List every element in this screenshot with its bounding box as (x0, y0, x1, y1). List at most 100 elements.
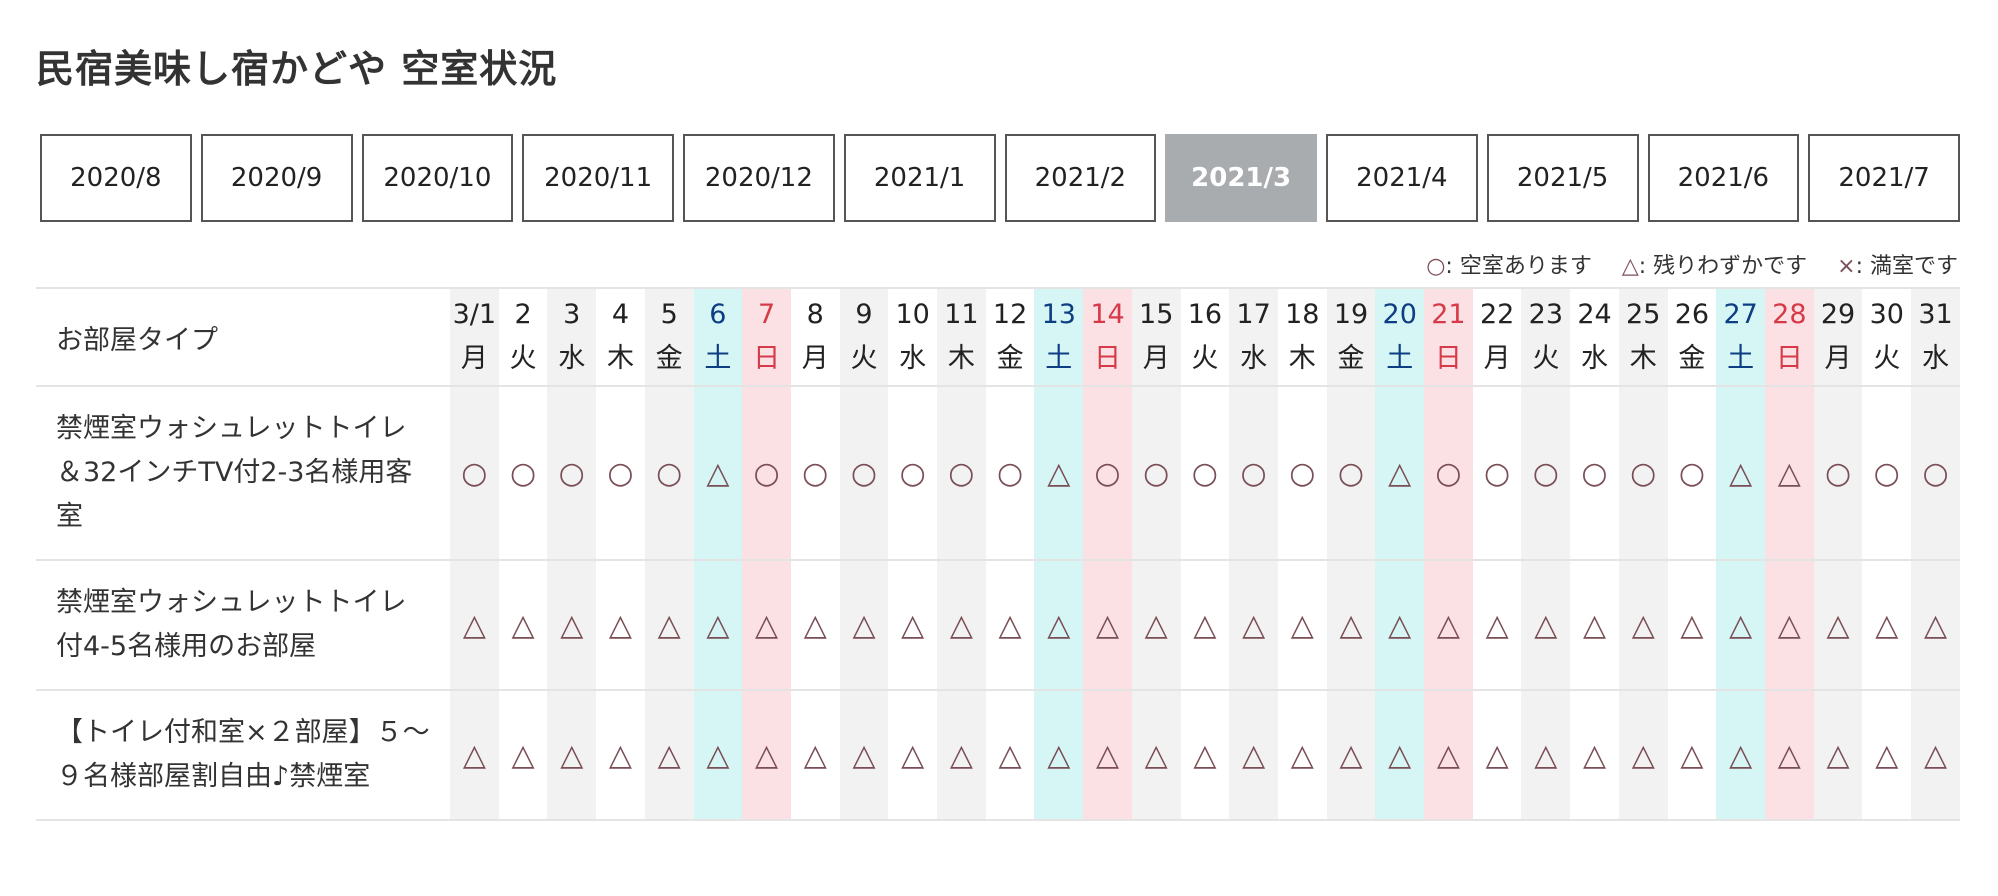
availability-cell[interactable]: ○ (509, 455, 537, 491)
availability-cell[interactable]: ○ (1424, 386, 1473, 560)
availability-cell[interactable]: △ (1582, 737, 1607, 773)
availability-cell[interactable]: ○ (1618, 386, 1668, 560)
availability-cell[interactable]: ○ (1581, 455, 1608, 491)
availability-cell[interactable]: △ (1716, 386, 1765, 560)
availability-cell[interactable]: △ (608, 607, 632, 643)
availability-cell[interactable]: △ (1618, 690, 1668, 820)
availability-cell[interactable]: △ (1034, 386, 1084, 560)
availability-cell[interactable]: △ (511, 607, 535, 643)
availability-cell[interactable]: ○ (1083, 386, 1132, 560)
availability-cell[interactable]: ○ (1289, 455, 1316, 491)
availability-cell[interactable]: ○ (742, 386, 791, 560)
availability-cell[interactable]: △ (693, 560, 743, 690)
availability-cell[interactable]: △ (998, 737, 1022, 773)
availability-cell[interactable]: △ (1193, 737, 1217, 773)
availability-cell[interactable]: ○ (1911, 386, 1960, 560)
month-tab[interactable]: 2020/12 (683, 134, 835, 222)
availability-cell[interactable]: △ (1716, 560, 1765, 690)
availability-cell[interactable]: △ (608, 737, 632, 773)
availability-cell[interactable]: △ (901, 737, 925, 773)
availability-cell[interactable]: ○ (937, 386, 986, 560)
availability-cell[interactable]: △ (1083, 560, 1132, 690)
availability-cell[interactable]: △ (1485, 607, 1509, 643)
availability-cell[interactable]: ○ (802, 455, 829, 491)
availability-cell[interactable]: △ (803, 737, 827, 773)
availability-cell[interactable]: △ (1375, 690, 1425, 820)
availability-cell[interactable]: △ (839, 560, 889, 690)
availability-cell[interactable]: ○ (1191, 455, 1218, 491)
month-tab[interactable]: 2020/11 (522, 134, 674, 222)
availability-cell[interactable]: △ (693, 386, 743, 560)
availability-cell[interactable]: △ (1875, 607, 1899, 643)
availability-cell[interactable]: △ (511, 737, 535, 773)
availability-cell[interactable]: △ (1764, 386, 1814, 560)
availability-cell[interactable]: △ (644, 560, 694, 690)
availability-cell[interactable]: △ (1034, 690, 1084, 820)
availability-cell[interactable]: ○ (547, 386, 597, 560)
availability-cell[interactable]: △ (1290, 737, 1314, 773)
month-tab[interactable]: 2020/10 (361, 134, 514, 222)
availability-cell[interactable]: △ (1875, 737, 1899, 773)
availability-cell[interactable]: △ (742, 560, 791, 690)
availability-cell[interactable]: △ (803, 607, 827, 643)
availability-cell[interactable]: △ (1131, 560, 1181, 690)
availability-cell[interactable]: ○ (1484, 455, 1511, 491)
month-tab[interactable]: 2021/3 (1165, 134, 1317, 222)
availability-cell[interactable]: △ (547, 560, 597, 690)
availability-cell[interactable]: △ (693, 690, 743, 820)
availability-cell[interactable]: △ (1290, 607, 1314, 643)
availability-cell[interactable]: △ (1424, 690, 1473, 820)
month-tab[interactable]: 2021/7 (1808, 134, 1960, 222)
month-tab[interactable]: 2020/9 (200, 134, 353, 222)
availability-cell[interactable]: △ (1083, 690, 1132, 820)
availability-cell[interactable]: ○ (607, 455, 634, 491)
availability-cell[interactable]: ○ (899, 455, 926, 491)
availability-cell[interactable]: △ (1375, 386, 1425, 560)
availability-cell[interactable]: ○ (450, 386, 499, 560)
availability-cell[interactable]: △ (1813, 690, 1863, 820)
availability-cell[interactable]: △ (1618, 560, 1668, 690)
availability-cell[interactable]: △ (742, 690, 791, 820)
month-tab[interactable]: 2021/4 (1326, 134, 1478, 222)
month-tab[interactable]: 2021/2 (1004, 134, 1157, 222)
availability-cell[interactable]: △ (1521, 560, 1571, 690)
availability-cell[interactable]: ○ (1678, 455, 1706, 491)
availability-cell[interactable]: △ (1813, 560, 1863, 690)
month-tab[interactable]: 2020/8 (40, 134, 192, 222)
availability-cell[interactable]: ○ (1521, 386, 1571, 560)
availability-cell[interactable]: △ (1424, 560, 1473, 690)
availability-cell[interactable]: ○ (1131, 386, 1181, 560)
availability-cell[interactable]: △ (450, 560, 499, 690)
availability-cell[interactable]: △ (1034, 560, 1084, 690)
availability-cell[interactable]: △ (937, 560, 986, 690)
month-tab[interactable]: 2021/5 (1486, 134, 1639, 222)
availability-cell[interactable]: △ (1764, 560, 1814, 690)
month-tab[interactable]: 2021/6 (1647, 134, 1800, 222)
availability-cell[interactable]: ○ (644, 386, 694, 560)
availability-cell[interactable]: △ (1911, 690, 1960, 820)
availability-cell[interactable]: △ (1131, 690, 1181, 820)
availability-cell[interactable]: △ (1521, 690, 1571, 820)
availability-cell[interactable]: △ (1764, 690, 1814, 820)
availability-cell[interactable]: △ (937, 690, 986, 820)
availability-cell[interactable]: △ (644, 690, 694, 820)
availability-cell[interactable]: △ (901, 607, 925, 643)
availability-cell[interactable]: △ (839, 690, 889, 820)
availability-cell[interactable]: △ (1680, 737, 1704, 773)
availability-cell[interactable]: △ (1375, 560, 1425, 690)
availability-cell[interactable]: ○ (1326, 386, 1376, 560)
month-tab[interactable]: 2021/1 (843, 134, 996, 222)
availability-cell[interactable]: ○ (1813, 386, 1863, 560)
availability-cell[interactable]: △ (1326, 690, 1376, 820)
availability-cell[interactable]: △ (1582, 607, 1607, 643)
availability-cell[interactable]: △ (1716, 690, 1765, 820)
availability-cell[interactable]: ○ (839, 386, 889, 560)
availability-cell[interactable]: △ (1680, 607, 1704, 643)
availability-cell[interactable]: △ (1326, 560, 1376, 690)
availability-cell[interactable]: △ (1229, 560, 1278, 690)
availability-cell[interactable]: ○ (996, 455, 1024, 491)
availability-cell[interactable]: △ (1193, 607, 1217, 643)
availability-cell[interactable]: △ (1911, 560, 1960, 690)
availability-cell[interactable]: △ (547, 690, 597, 820)
availability-cell[interactable]: △ (1229, 690, 1278, 820)
